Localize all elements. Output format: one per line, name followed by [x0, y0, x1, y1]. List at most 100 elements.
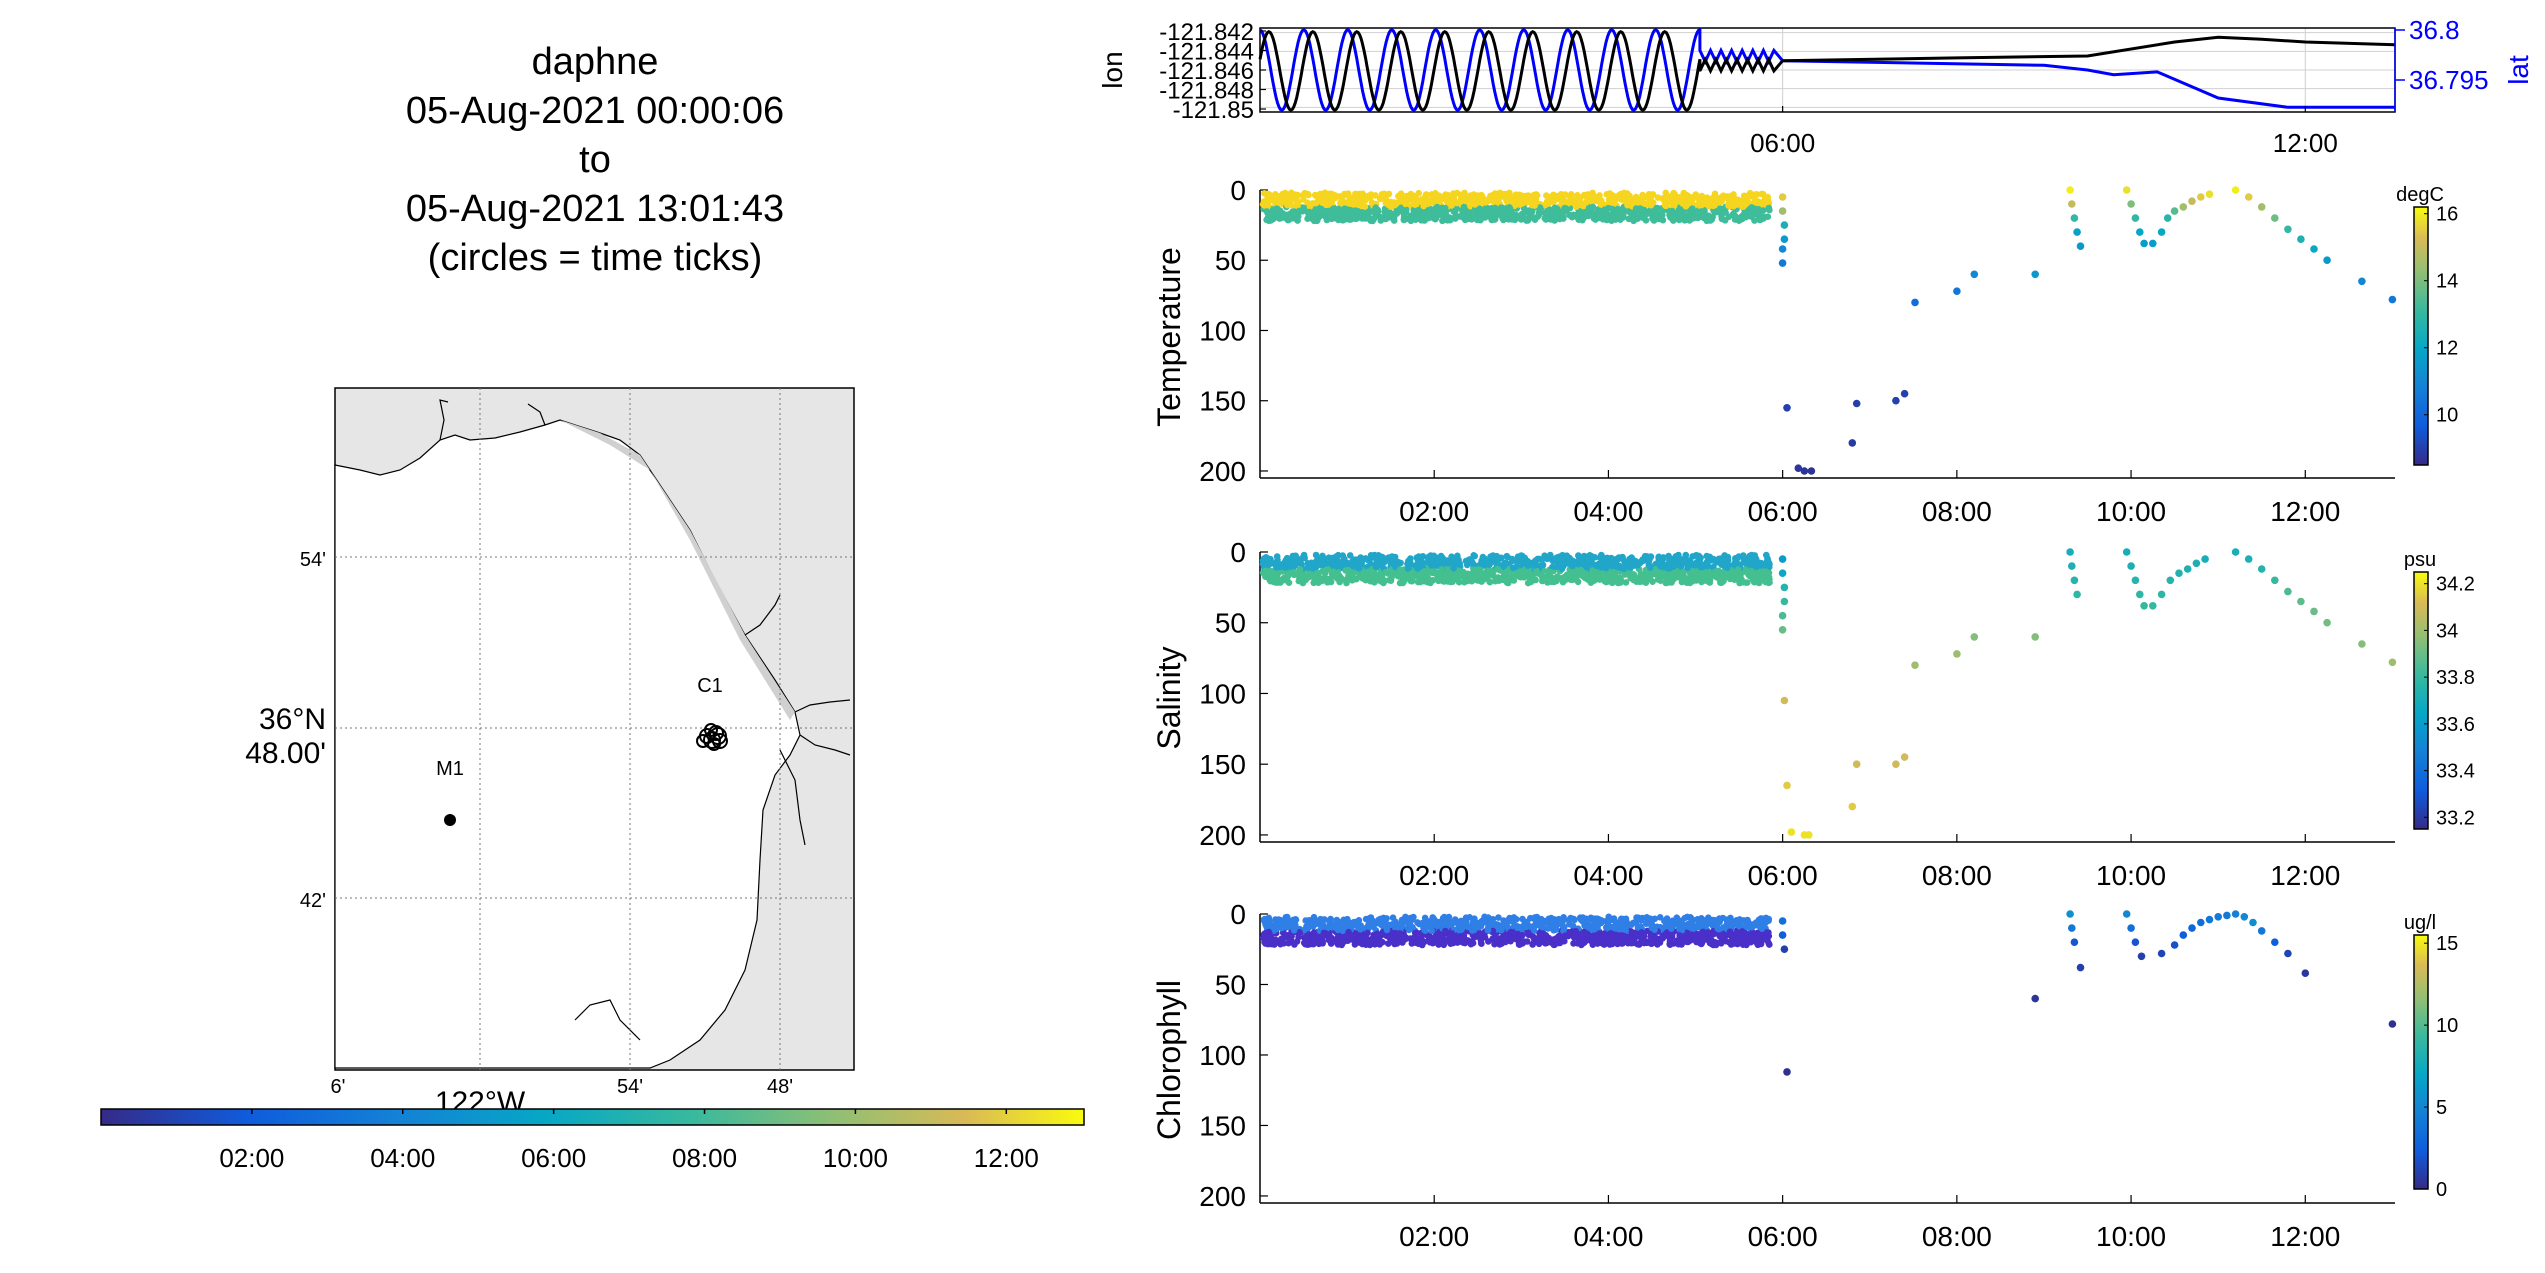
data-point	[2388, 295, 2397, 304]
data-point	[2231, 548, 2240, 556]
data-point	[1682, 192, 1689, 199]
coast-shading	[560, 420, 795, 720]
data-point	[1638, 198, 1646, 206]
data-point	[1269, 206, 1277, 213]
data-point	[1422, 198, 1429, 205]
data-point	[1751, 574, 1758, 581]
data-point	[2127, 924, 2135, 932]
colorbar-tick-label: 5	[2436, 1097, 2447, 1119]
data-point	[1499, 576, 1507, 584]
data-point	[1571, 933, 1579, 941]
data-point	[1397, 559, 1404, 567]
y-axis-tick-label: 200	[1199, 1181, 1246, 1212]
data-point	[1970, 270, 1979, 279]
data-point	[1536, 204, 1544, 211]
data-point	[1294, 213, 1301, 220]
data-point	[1743, 917, 1751, 924]
data-point	[1552, 926, 1560, 933]
data-point	[1303, 935, 1310, 942]
data-point	[1439, 556, 1446, 564]
data-point	[1273, 553, 1281, 560]
data-point	[1532, 576, 1539, 584]
data-point	[2223, 911, 2231, 920]
data-point	[1516, 201, 1524, 208]
data-point	[1610, 198, 1618, 205]
data-point	[1377, 921, 1385, 928]
data-point	[1900, 389, 1909, 398]
data-point	[1427, 552, 1434, 559]
y-axis-tick-label: 200	[1199, 820, 1246, 851]
data-point	[1324, 201, 1332, 208]
data-point	[1602, 555, 1609, 563]
colorbar-tick-label: 16	[2436, 204, 2458, 226]
data-point	[1581, 571, 1589, 578]
data-point	[1525, 215, 1533, 222]
data-point	[1632, 918, 1640, 926]
data-point	[1547, 923, 1555, 930]
data-point	[1766, 941, 1773, 948]
data-point	[1503, 215, 1511, 222]
data-point	[1342, 567, 1349, 574]
colorbar	[2413, 571, 2429, 830]
data-point	[1730, 210, 1737, 218]
data-point	[1717, 940, 1725, 947]
data-point	[1751, 562, 1758, 569]
data-point	[1533, 567, 1540, 575]
data-point	[1577, 916, 1585, 924]
data-point	[1540, 555, 1548, 562]
data-point	[1489, 920, 1496, 927]
data-point	[1405, 919, 1413, 926]
data-point	[1539, 577, 1546, 585]
data-point	[1356, 202, 1364, 210]
data-point	[1329, 211, 1337, 219]
data-point	[1560, 937, 1567, 945]
data-point	[1714, 208, 1721, 216]
data-point	[1462, 914, 1470, 921]
river-northeast	[527, 403, 546, 426]
data-point	[1780, 597, 1789, 606]
river-north	[439, 399, 449, 441]
data-point	[1662, 202, 1670, 210]
data-point	[1346, 552, 1354, 559]
data-point	[2070, 938, 2079, 946]
data-point	[1665, 552, 1672, 560]
data-point	[1542, 932, 1550, 939]
data-point	[1621, 558, 1628, 566]
data-point	[1734, 935, 1741, 943]
data-point	[1454, 569, 1462, 577]
data-point	[1694, 916, 1701, 923]
data-point	[1669, 571, 1676, 579]
x-axis-tick-label: 08:00	[1922, 496, 1992, 527]
data-point	[2140, 239, 2148, 248]
data-point	[1346, 216, 1354, 223]
data-point	[1433, 556, 1440, 564]
data-point	[1290, 927, 1298, 934]
map-lat-degree-label: 36°N	[259, 703, 326, 736]
data-point	[1277, 213, 1285, 220]
data-point	[1567, 191, 1575, 198]
data-point	[1638, 578, 1646, 585]
data-point	[1666, 193, 1674, 201]
data-point	[1606, 930, 1613, 938]
data-point	[1327, 915, 1334, 923]
data-point	[1678, 927, 1685, 934]
data-point	[1761, 198, 1769, 206]
data-point	[1663, 932, 1670, 939]
data-point	[1681, 217, 1689, 224]
data-point	[1382, 215, 1389, 223]
title-start-time: 05-Aug-2021 00:00:06	[405, 90, 785, 132]
data-point	[1476, 205, 1483, 212]
data-point	[1262, 554, 1270, 561]
data-point	[1787, 828, 1796, 836]
title-end-time: 05-Aug-2021 13:01:43	[405, 188, 785, 230]
data-point	[1344, 915, 1351, 923]
y-axis-tick-label: 100	[1199, 315, 1246, 346]
data-point	[1783, 404, 1791, 412]
data-point	[1304, 215, 1311, 222]
data-point	[1426, 568, 1433, 575]
data-point	[1440, 941, 1448, 949]
data-point	[1317, 915, 1324, 923]
data-point	[1529, 941, 1536, 948]
data-point	[1741, 566, 1749, 573]
